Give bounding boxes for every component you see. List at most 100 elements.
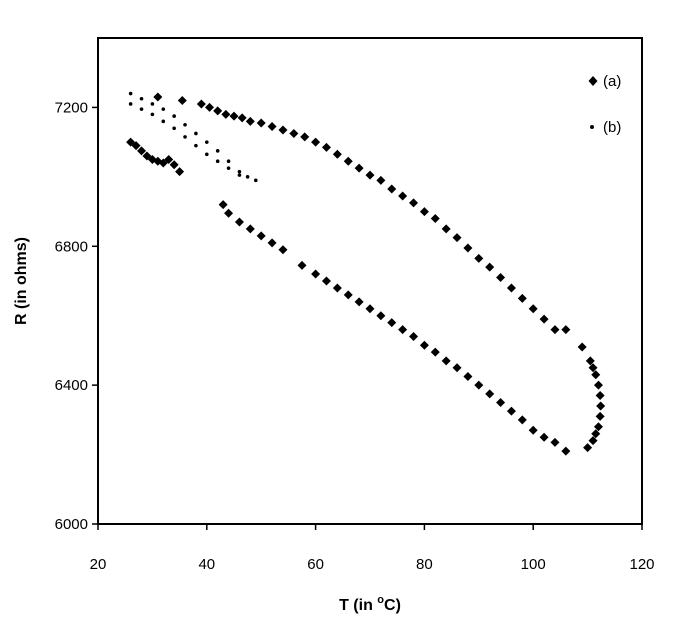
data-point-a [430, 214, 440, 224]
data-point-a [593, 422, 603, 432]
data-point-a [267, 122, 277, 132]
data-point-a [267, 238, 277, 248]
data-point-a [256, 118, 266, 128]
data-point-b [161, 107, 166, 111]
data-point-b [150, 102, 155, 106]
data-point-a [550, 325, 560, 335]
data-point-a [528, 304, 538, 314]
data-point-b [245, 175, 250, 179]
data-point-b [194, 143, 198, 148]
data-point-a [398, 325, 408, 335]
x-tick-label: 60 [307, 556, 324, 573]
data-point-b [215, 149, 220, 153]
legend-label-a: (a) [603, 73, 621, 90]
data-point-a [131, 141, 141, 151]
data-point-a [528, 425, 538, 435]
data-point-a [550, 437, 560, 447]
data-point-a [137, 146, 147, 156]
data-point-b [128, 102, 133, 106]
x-tick-label: 40 [198, 556, 215, 573]
data-point-a [496, 273, 506, 283]
data-point-a [278, 245, 288, 255]
data-point-a [419, 207, 429, 217]
data-point-a [245, 116, 255, 126]
data-point-a [517, 415, 527, 425]
data-point-a [409, 198, 419, 208]
data-point-a [376, 175, 386, 185]
data-point-a [506, 406, 516, 416]
data-point-a [561, 446, 571, 456]
data-point-a [591, 370, 601, 380]
data-point-b [215, 159, 220, 164]
data-point-b [150, 112, 155, 117]
data-point-a [177, 95, 187, 105]
data-point-a [463, 243, 473, 253]
data-point-a [452, 363, 462, 373]
data-point-a [539, 432, 549, 442]
data-point-b [237, 169, 242, 174]
data-point-a [343, 156, 353, 166]
data-point-a [343, 290, 353, 300]
data-point-b [237, 173, 242, 177]
data-point-a [539, 314, 549, 324]
data-point-a [452, 233, 462, 243]
data-point-a [234, 217, 244, 227]
data-point-a [321, 142, 331, 152]
x-axis-title-degree: o [377, 594, 384, 606]
data-point-a [430, 347, 440, 357]
data-point-a [577, 342, 587, 352]
data-point-b [139, 107, 144, 111]
data-point-a [474, 253, 484, 263]
data-point-a [517, 293, 527, 303]
y-axis-ticks: 6000 6400 6800 7200 [55, 99, 98, 533]
data-point-a [169, 160, 179, 170]
data-point-a [196, 99, 206, 109]
x-axis-ticks: 20 40 60 80 100 120 [90, 524, 655, 573]
y-tick-label: 6800 [55, 238, 88, 255]
data-point-a [485, 389, 495, 399]
data-point-a [398, 191, 408, 201]
y-tick-label: 6000 [55, 516, 88, 533]
data-point-a [175, 167, 185, 177]
data-point-b [226, 159, 231, 164]
y-tick-label: 6400 [55, 377, 88, 394]
data-point-b [226, 166, 231, 170]
data-point-b [205, 152, 209, 157]
x-axis-title-main: T (in [339, 597, 377, 614]
data-point-b [183, 122, 187, 127]
data-point-a [321, 276, 331, 286]
plot-area [97, 37, 643, 525]
data-point-b [172, 126, 176, 131]
data-point-a [229, 111, 239, 121]
data-point-a [583, 443, 593, 453]
data-point-a [221, 109, 231, 119]
data-point-a [297, 260, 307, 270]
data-point-b [128, 91, 133, 96]
data-point-a [588, 363, 598, 373]
data-point-a [419, 340, 429, 350]
data-point-a [278, 125, 288, 135]
data-point-a [205, 102, 215, 112]
legend-marker-b [590, 125, 594, 129]
data-point-a [354, 297, 364, 307]
data-point-a [588, 436, 598, 446]
data-point-a [585, 356, 595, 366]
data-point-a [332, 149, 342, 159]
x-tick-label: 100 [521, 556, 546, 573]
data-point-a [485, 262, 495, 272]
x-tick-label: 120 [629, 556, 654, 573]
data-point-a [218, 200, 228, 210]
data-point-a [496, 398, 506, 407]
x-tick-label: 80 [416, 556, 433, 573]
data-point-b [139, 96, 144, 101]
data-point-a [311, 269, 321, 279]
data-point-a [376, 311, 386, 321]
x-tick-label: 20 [90, 556, 107, 573]
data-point-b [161, 119, 166, 124]
x-axis-title-unit: C) [384, 597, 401, 614]
data-point-a [591, 429, 601, 439]
data-point-a [300, 132, 310, 142]
data-point-a [289, 128, 299, 138]
data-point-a [596, 401, 606, 411]
